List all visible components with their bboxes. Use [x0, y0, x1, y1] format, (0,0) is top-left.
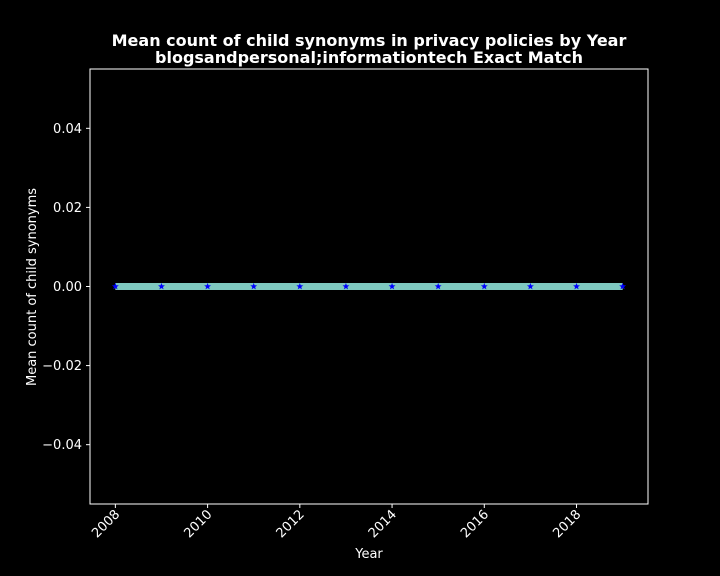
data-point-star — [434, 282, 442, 290]
chart-subtitle: blogsandpersonal;informationtech Exact M… — [155, 48, 583, 67]
y-tick-label: −0.02 — [42, 359, 82, 374]
y-tick-label: 0.02 — [53, 201, 82, 216]
data-point-star — [296, 282, 304, 290]
data-point-star — [573, 282, 580, 290]
data-point-star — [204, 282, 212, 290]
data-point-star — [158, 282, 165, 290]
data-point-star — [388, 282, 396, 290]
data-point-star — [111, 282, 119, 290]
y-axis-ticks: −0.04 −0.02 0.00 0.02 0.04 — [42, 122, 90, 453]
data-point-star — [342, 282, 350, 290]
series-layer — [111, 282, 627, 290]
data-point-star — [480, 282, 488, 290]
y-tick-label: −0.04 — [42, 438, 82, 453]
y-tick-label: 0.04 — [53, 122, 82, 137]
data-point-star — [526, 282, 534, 290]
y-axis-label: Mean count of child synonyms — [25, 188, 40, 386]
data-point-star — [250, 282, 258, 290]
data-point-star — [619, 282, 627, 290]
x-axis-label: Year — [354, 547, 383, 562]
chart-title: Mean count of child synonyms in privacy … — [112, 31, 627, 50]
y-tick-label: 0.00 — [53, 280, 82, 295]
